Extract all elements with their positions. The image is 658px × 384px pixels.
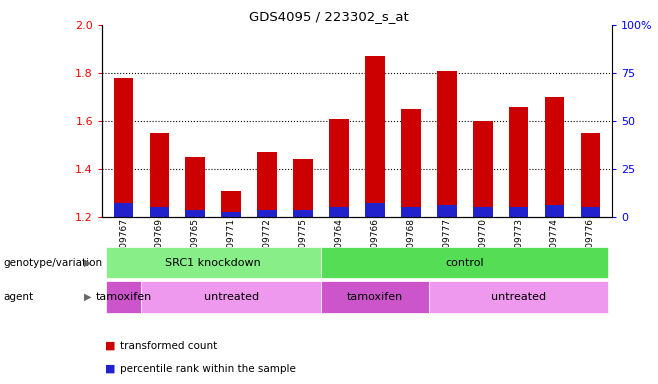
Bar [329, 119, 349, 217]
Bar [221, 190, 241, 217]
Bar [149, 133, 169, 217]
Bar [329, 207, 349, 217]
Bar [257, 152, 277, 217]
Bar [365, 203, 385, 217]
Text: genotype/variation: genotype/variation [3, 258, 103, 268]
Bar [401, 207, 420, 217]
Bar [473, 207, 493, 217]
Text: untreated: untreated [491, 292, 546, 302]
Bar [580, 207, 600, 217]
Bar [149, 207, 169, 217]
Bar [473, 121, 493, 217]
Text: percentile rank within the sample: percentile rank within the sample [120, 364, 295, 374]
Bar [401, 109, 420, 217]
Bar [114, 78, 134, 217]
Bar [509, 107, 528, 217]
Text: tamoxifen: tamoxifen [347, 292, 403, 302]
Text: agent: agent [3, 292, 34, 302]
Bar [580, 133, 600, 217]
Text: ▶: ▶ [84, 258, 91, 268]
Bar [437, 205, 457, 217]
Text: control: control [445, 258, 484, 268]
Bar [365, 56, 385, 217]
Text: transformed count: transformed count [120, 341, 217, 351]
Bar [293, 159, 313, 217]
Bar [221, 212, 241, 217]
Bar [293, 210, 313, 217]
Text: tamoxifen: tamoxifen [95, 292, 151, 302]
Text: ▶: ▶ [84, 292, 91, 302]
Text: SRC1 knockdown: SRC1 knockdown [165, 258, 261, 268]
Bar [186, 210, 205, 217]
Text: GDS4095 / 223302_s_at: GDS4095 / 223302_s_at [249, 10, 409, 23]
Bar [257, 210, 277, 217]
Bar [509, 207, 528, 217]
Bar [114, 203, 134, 217]
Text: untreated: untreated [204, 292, 259, 302]
Text: ■: ■ [105, 364, 116, 374]
Bar [545, 97, 565, 217]
Bar [545, 205, 565, 217]
Text: ■: ■ [105, 341, 116, 351]
Bar [186, 157, 205, 217]
Bar [437, 71, 457, 217]
